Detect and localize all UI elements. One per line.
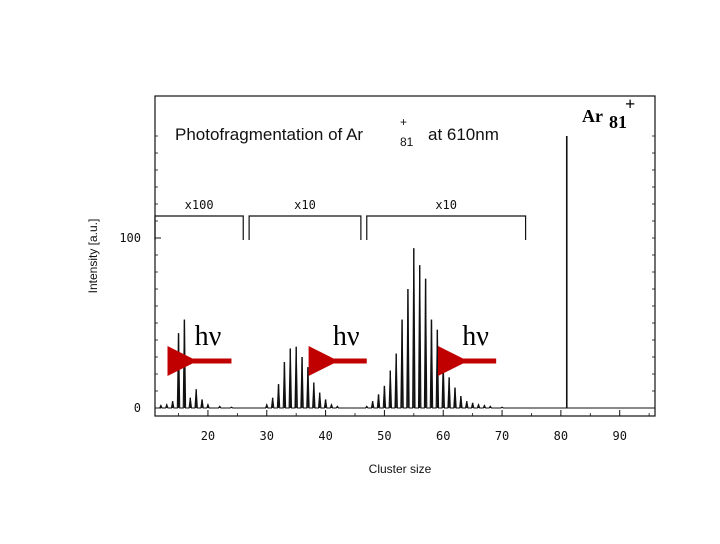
parent-peak-label: Ar 81 + [582, 94, 635, 132]
scale-brackets: x100 x10 x10 [154, 198, 527, 240]
x-tick-label: 80 [554, 429, 568, 443]
photon-annotations: hν hν hν [167, 321, 497, 376]
photon-label: hν [333, 321, 360, 352]
x-tick-label: 20 [201, 429, 215, 443]
x-tick-label: 70 [495, 429, 509, 443]
x-tick-label: 90 [612, 429, 626, 443]
y-tick-label: 100 [119, 231, 141, 245]
title-ion-charge: + [400, 115, 407, 129]
y-tick-label: 0 [134, 401, 141, 415]
ticks-layer: 20 30 40 50 60 70 80 90 0 100 [119, 135, 655, 443]
spectrum-trace [155, 248, 655, 409]
scale-bracket-label: x100 [185, 198, 214, 212]
plot-frame [154, 95, 656, 417]
svg-text:Ar: Ar [582, 106, 603, 126]
scale-bracket [154, 215, 244, 240]
x-tick-label: 60 [436, 429, 450, 443]
spectrum-series [155, 136, 655, 409]
x-tick-label: 50 [377, 429, 391, 443]
photon-label: hν [195, 321, 222, 352]
y-axis-label: Intensity [a.u.] [86, 219, 100, 294]
photon-label: hν [462, 321, 489, 352]
title-ion-size: 81 [400, 135, 414, 149]
x-tick-label: 30 [260, 429, 274, 443]
chart-title: Photofragmentation of Ar [175, 125, 363, 144]
title-suffix: at 610nm [428, 125, 499, 144]
x-axis-label: Cluster size [369, 462, 432, 476]
svg-text:+: + [625, 94, 635, 114]
scale-bracket-label: x10 [435, 198, 457, 212]
scale-bracket [248, 215, 362, 240]
scale-bracket [366, 215, 527, 240]
svg-text:81: 81 [609, 112, 627, 132]
x-tick-label: 40 [318, 429, 332, 443]
scale-bracket-label: x10 [294, 198, 316, 212]
